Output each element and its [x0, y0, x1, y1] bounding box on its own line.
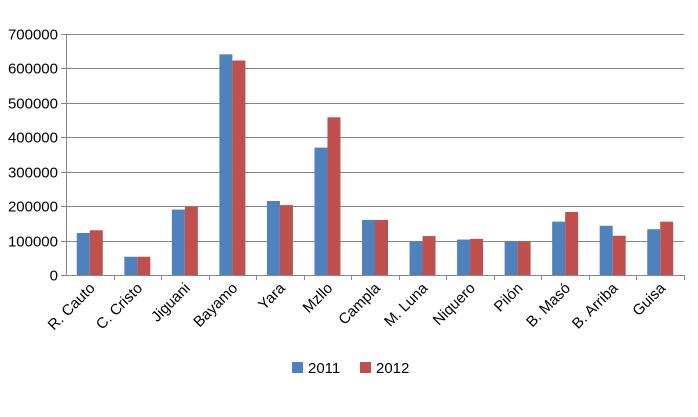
- axes: [61, 34, 685, 280]
- bar-2011-bayamo: [219, 54, 233, 275]
- bar-2012-guisa: [660, 221, 674, 275]
- bar-2011-yara: [266, 200, 280, 275]
- x-tick-label: Guisa: [629, 279, 669, 319]
- x-tick-label: Campla: [335, 279, 384, 328]
- bar-2011-c-cristo: [124, 256, 138, 275]
- bar-2012-m-luna: [422, 236, 436, 275]
- bar-2012-c-cristo: [137, 256, 151, 275]
- legend-label: 2012: [376, 360, 409, 377]
- bar-2011-jiguani: [171, 209, 185, 275]
- bar-2011-m-luna: [409, 241, 423, 275]
- bar-2011-mzllo: [314, 147, 328, 275]
- bar-2012-niquero: [470, 238, 484, 275]
- x-tick-label: Bayamo: [190, 280, 241, 331]
- x-tick-label: C. Cristo: [93, 280, 146, 333]
- bar-2011-niquero: [457, 239, 471, 275]
- y-tick-labels: 0 100000 200000 300000 400000 500000 600000 700…: [8, 27, 58, 285]
- x-tick-label: Jiguani: [148, 280, 194, 326]
- bar-2012-pil-n: [517, 241, 531, 275]
- y-tick-label: 500000: [8, 96, 58, 113]
- bar-2011-b-mas-: [552, 221, 566, 275]
- x-tick-label: B. Arriba: [569, 279, 622, 332]
- y-tick-label: 300000: [8, 165, 58, 182]
- x-tick-label: Mzllo: [300, 280, 337, 317]
- bar-2012-yara: [279, 205, 293, 275]
- bar-2011-pil-n: [504, 241, 518, 275]
- y-tick-label: 0: [50, 268, 58, 285]
- x-tick-label: M. Luna: [381, 279, 432, 330]
- bar-2012-bayamo: [232, 60, 246, 276]
- legend: 2011 2012: [292, 360, 409, 377]
- bar-2012-jiguani: [184, 206, 198, 275]
- x-tick-label: Yara: [255, 279, 289, 313]
- y-tick-label: 200000: [8, 199, 58, 216]
- y-tick-label: 700000: [8, 27, 58, 44]
- bar-2012-b-mas-: [565, 211, 579, 275]
- gridlines: [66, 34, 684, 242]
- x-tick-label: Pilón: [491, 280, 527, 316]
- bar-2011-campla: [362, 219, 375, 275]
- bar-2011-guisa: [647, 229, 661, 275]
- bar-2012-b-arriba: [612, 235, 626, 275]
- bar-2012-r-cauto: [89, 230, 103, 275]
- y-tick-label: 400000: [8, 130, 58, 147]
- y-tick-label: 100000: [8, 234, 58, 251]
- bar-2011-b-arriba: [599, 225, 613, 275]
- x-tick-label: Niquero: [430, 280, 479, 329]
- x-tick-label: B. Masó: [523, 280, 574, 331]
- bars: [76, 54, 674, 276]
- y-tick-label: 600000: [8, 61, 58, 78]
- legend-swatch-2011: [292, 362, 303, 373]
- legend-label: 2011: [308, 360, 340, 377]
- bar-2012-mzllo: [327, 117, 341, 276]
- legend-swatch-2012: [360, 362, 371, 373]
- x-tick-label: R. Cauto: [45, 280, 99, 334]
- bar-2012-campla: [375, 219, 388, 275]
- bar-2011-r-cauto: [76, 232, 90, 275]
